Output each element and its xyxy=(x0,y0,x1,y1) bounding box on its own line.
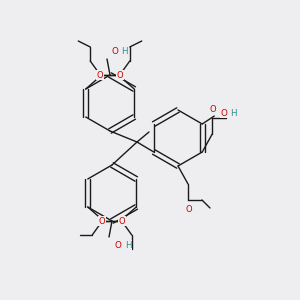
Text: O: O xyxy=(112,46,118,56)
Text: H: H xyxy=(230,109,237,118)
Text: H: H xyxy=(125,241,131,250)
Text: O: O xyxy=(99,217,106,226)
Text: O: O xyxy=(116,70,123,80)
Text: H: H xyxy=(121,46,127,56)
Text: O: O xyxy=(97,70,104,80)
Text: O: O xyxy=(221,109,228,118)
Text: O: O xyxy=(186,205,192,214)
Text: O: O xyxy=(118,217,125,226)
Text: O: O xyxy=(210,104,217,113)
Text: O: O xyxy=(115,241,122,250)
